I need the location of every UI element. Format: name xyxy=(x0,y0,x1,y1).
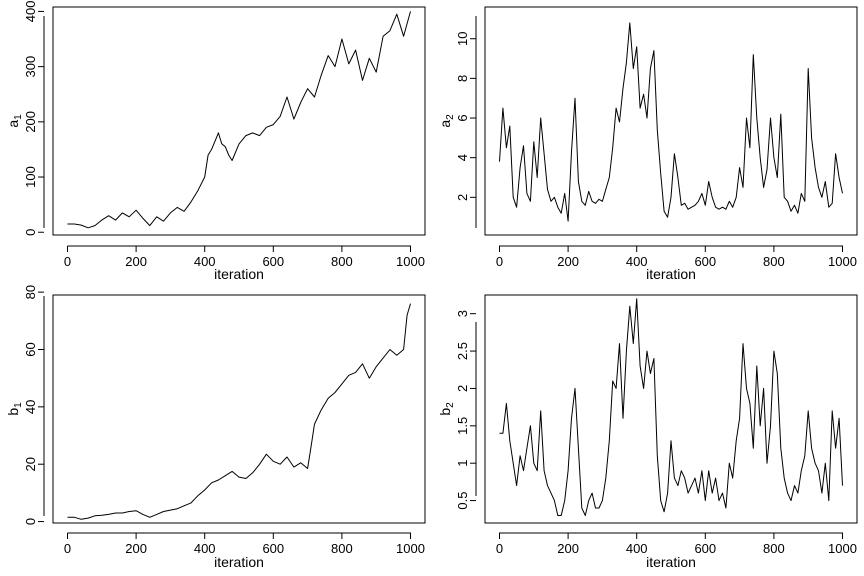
plot-frame xyxy=(484,6,858,236)
y-tick-label: 40 xyxy=(23,400,38,414)
plot-frame xyxy=(52,6,426,236)
y-tick-label: 80 xyxy=(23,285,38,299)
series-line xyxy=(67,303,411,520)
x-tick-label: 200 xyxy=(125,254,147,269)
series-line xyxy=(499,22,843,222)
y-tick-label: 3 xyxy=(455,310,470,317)
x-tick-label: 1000 xyxy=(828,541,857,556)
y-axis-title-main: a xyxy=(5,120,21,128)
y-tick-label: 2.5 xyxy=(455,342,470,360)
x-tick-label: 200 xyxy=(557,541,579,556)
y-tick-label: 8 xyxy=(455,75,470,82)
y-axis-title: b1 xyxy=(5,402,24,416)
y-tick-label: 400 xyxy=(23,1,38,23)
y-axis-title-subscript: 2 xyxy=(445,402,456,408)
y-axis-title-main: a xyxy=(437,120,453,128)
x-tick-label: 600 xyxy=(694,541,716,556)
x-tick-label: 600 xyxy=(694,254,716,269)
y-tick-label: 1.5 xyxy=(455,417,470,435)
y-axis-title-subscript: 1 xyxy=(13,402,24,408)
x-tick-label: 800 xyxy=(763,254,785,269)
x-ticks: 0 200 400 600 800 1000 xyxy=(64,246,425,269)
x-tick-label: 1000 xyxy=(828,254,857,269)
y-axis-title: a2 xyxy=(437,114,456,128)
x-tick-label: 600 xyxy=(262,541,284,556)
y-tick-label: 300 xyxy=(23,56,38,78)
y-ticks: 0.5 1 1.5 2 2.5 3 xyxy=(455,310,476,510)
x-tick-label: 0 xyxy=(496,541,503,556)
y-tick-label: 4 xyxy=(455,154,470,161)
y-tick-label: 6 xyxy=(455,114,470,121)
y-axis-title-subscript: 2 xyxy=(445,114,456,120)
series-line xyxy=(499,298,843,516)
x-tick-label: 800 xyxy=(763,541,785,556)
y-axis-title-main: b xyxy=(5,408,21,416)
y-tick-label: 10 xyxy=(455,31,470,45)
y-axis-title-main: b xyxy=(437,408,453,416)
panel-a1: 0 200 400 600 800 1000 0 100 200 300 400 iteratio… xyxy=(5,1,426,282)
x-axis-title: iteration xyxy=(214,266,264,282)
x-ticks: 0 200 400 600 800 1000 xyxy=(496,246,857,269)
x-tick-label: 600 xyxy=(262,254,284,269)
x-tick-label: 200 xyxy=(557,254,579,269)
x-tick-label: 400 xyxy=(626,541,648,556)
x-tick-label: 0 xyxy=(64,254,71,269)
x-ticks: 0 200 400 600 800 1000 xyxy=(64,533,425,556)
x-tick-label: 200 xyxy=(125,541,147,556)
series-line xyxy=(67,11,411,229)
x-tick-label: 0 xyxy=(64,541,71,556)
y-ticks: 0 20 40 60 80 xyxy=(23,285,44,525)
plot-frame xyxy=(484,294,858,524)
y-tick-label: 2 xyxy=(455,385,470,392)
x-tick-label: 800 xyxy=(331,254,353,269)
plot-frame xyxy=(52,294,426,524)
y-ticks: 0 100 200 300 400 xyxy=(23,1,44,236)
x-tick-label: 800 xyxy=(331,541,353,556)
y-tick-label: 1 xyxy=(455,460,470,467)
y-axis-title: a1 xyxy=(5,114,24,128)
panel-b2: 0 200 400 600 800 1000 0.5 1 1.5 2 2.5 3 iteration… xyxy=(437,294,858,570)
y-axis-title-subscript: 1 xyxy=(13,114,24,120)
x-tick-label: 400 xyxy=(626,254,648,269)
y-ticks: 2 4 6 8 10 xyxy=(455,31,476,201)
y-tick-label: 20 xyxy=(23,457,38,471)
x-axis-title: iteration xyxy=(214,554,264,570)
x-ticks: 0 200 400 600 800 1000 xyxy=(496,533,857,556)
y-tick-label: 0.5 xyxy=(455,492,470,510)
x-tick-label: 0 xyxy=(496,254,503,269)
x-axis-title: iteration xyxy=(646,266,696,282)
y-tick-label: 100 xyxy=(23,166,38,188)
y-tick-label: 200 xyxy=(23,111,38,133)
x-tick-label: 400 xyxy=(194,541,216,556)
x-tick-label: 400 xyxy=(194,254,216,269)
y-axis-title: b2 xyxy=(437,402,456,416)
x-tick-label: 1000 xyxy=(396,541,425,556)
y-tick-label: 0 xyxy=(23,229,38,236)
y-tick-label: 0 xyxy=(23,518,38,525)
x-axis-title: iteration xyxy=(646,554,696,570)
panel-b1: 0 200 400 600 800 1000 0 20 40 60 80 iteration b1 xyxy=(5,285,426,570)
y-tick-label: 60 xyxy=(23,342,38,356)
y-tick-label: 2 xyxy=(455,194,470,201)
x-tick-label: 1000 xyxy=(396,254,425,269)
